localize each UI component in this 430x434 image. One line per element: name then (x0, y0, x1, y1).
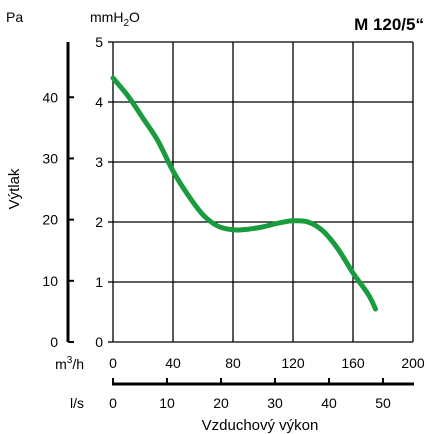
chart-title: M 120/5“ (354, 15, 424, 34)
y-axis-label: Výtlak (6, 168, 23, 209)
x-axis-label: Vzduchový výkon (202, 417, 319, 434)
ls-tick-label: 50 (375, 395, 391, 411)
mmh2o-tick-label: 1 (95, 274, 103, 290)
m3h-tick-label: 200 (401, 355, 425, 371)
ls-tick-label: 20 (213, 395, 229, 411)
ls-tick-label: 0 (109, 395, 117, 411)
m3h-tick-label: 40 (165, 355, 181, 371)
m3h-tick-label: 80 (225, 355, 241, 371)
mmh2o-tick-label: 5 (95, 34, 103, 50)
x-axis-bottom-unit: l/s (70, 395, 84, 411)
mmh2o-tick-label: 3 (95, 154, 103, 170)
ls-tick-label: 30 (267, 395, 283, 411)
m3h-tick-label: 120 (281, 355, 305, 371)
x-axis-top-unit: m3/h (55, 355, 84, 372)
series-group (110, 75, 378, 312)
right-axis-unit: mmH2O (90, 9, 140, 29)
mmh2o-tick-label: 2 (95, 214, 103, 230)
pa-tick-label: 20 (42, 212, 58, 228)
grid (112, 41, 414, 343)
pa-tick-label: 40 (42, 89, 58, 105)
ls-tick-label: 10 (159, 395, 175, 411)
mmh2o-tick-label: 4 (95, 94, 103, 110)
ls-tick-label: 40 (321, 395, 337, 411)
series-line (110, 75, 378, 312)
left-axis-unit: Pa (6, 9, 23, 25)
mmh2o-tick-label: 0 (95, 334, 103, 350)
pa-tick-label: 10 (42, 273, 58, 289)
m3h-tick-label: 0 (109, 355, 117, 371)
m3h-tick-label: 160 (341, 355, 365, 371)
pa-tick-label: 30 (42, 150, 58, 166)
axes (66, 41, 414, 386)
pa-tick-label: 0 (50, 334, 58, 350)
